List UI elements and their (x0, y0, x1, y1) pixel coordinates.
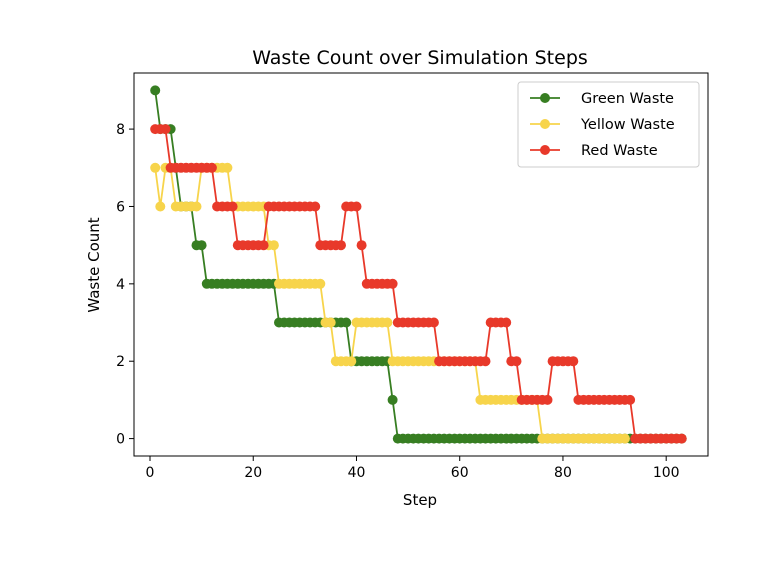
red-waste-point (428, 317, 439, 328)
red-waste-point (501, 317, 512, 328)
red-waste-point (542, 394, 553, 405)
x-tick-label: 20 (244, 465, 262, 481)
x-tick-label: 60 (451, 465, 469, 481)
plot-area (150, 85, 687, 444)
red-waste-point (625, 394, 636, 405)
yellow-waste-point (191, 201, 202, 212)
axes-frame (133, 72, 709, 457)
yellow-waste-point (346, 356, 357, 367)
legend-label: Yellow Waste (580, 117, 675, 133)
y-axis-label: Waste Count (85, 217, 103, 312)
y-tick-label: 2 (116, 354, 125, 370)
red-waste-point (511, 356, 522, 367)
chart-title: Waste Count over Simulation Steps (252, 47, 588, 69)
green-waste-point (341, 317, 352, 328)
green-waste-point (150, 85, 161, 96)
green-waste-point (196, 240, 207, 251)
green-waste-point (387, 394, 398, 405)
legend-label: Red Waste (581, 143, 658, 159)
yellow-waste-point (325, 317, 336, 328)
red-waste-point (258, 240, 269, 251)
red-waste-point (676, 433, 687, 444)
x-tick-label: 80 (554, 465, 572, 481)
green-waste-legend-marker (540, 93, 550, 103)
y-tick-label: 0 (116, 432, 125, 448)
x-axis: 0 20 40 60 80 100 (146, 456, 680, 481)
legend-box (517, 81, 700, 168)
red-waste-point (480, 356, 491, 367)
red-waste-point (568, 356, 579, 367)
x-axis-label: Step (403, 491, 437, 509)
yellow-waste-legend-marker (540, 119, 550, 129)
yellow-waste-point (222, 162, 233, 173)
red-waste-point (206, 162, 217, 173)
red-waste-point (336, 240, 346, 251)
x-tick-label: 40 (348, 465, 366, 481)
red-waste-point (356, 240, 367, 251)
legend: Green Waste Yellow Waste Red Waste (517, 81, 700, 168)
yellow-waste-point (150, 162, 161, 173)
y-tick-label: 8 (116, 122, 125, 138)
red-waste-point (387, 278, 398, 289)
red-waste-point (227, 201, 238, 212)
yellow-waste-point (382, 317, 393, 328)
yellow-waste-point (315, 278, 326, 289)
x-tick-label: 100 (653, 465, 680, 481)
yellow-waste-point (155, 201, 166, 212)
y-tick-label: 6 (116, 199, 125, 215)
yellow-waste-point (619, 433, 630, 444)
y-axis: 0 2 4 6 8 (116, 122, 134, 448)
red-waste-point (351, 201, 362, 212)
red-waste-point (160, 124, 171, 135)
red-waste-series (150, 124, 687, 444)
x-tick-label: 0 (146, 465, 155, 481)
y-tick-label: 4 (116, 277, 125, 293)
legend-label: Green Waste (581, 91, 674, 107)
yellow-waste-point (268, 240, 279, 251)
red-waste-legend-marker (540, 145, 550, 155)
red-waste-point (310, 201, 321, 212)
